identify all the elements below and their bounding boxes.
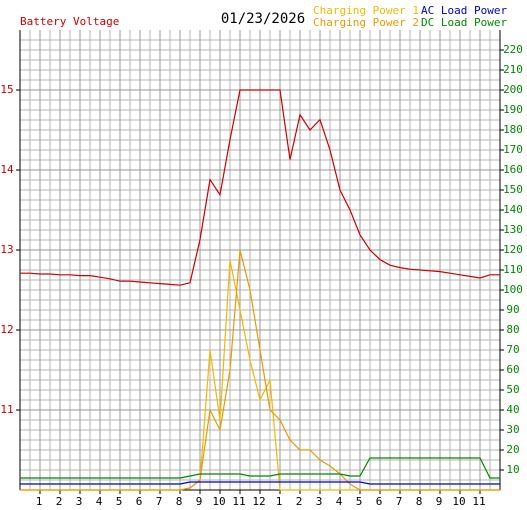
x-tick-label: 1 — [276, 495, 283, 508]
x-tick-label: 8 — [176, 495, 183, 508]
y2-tick-label: 70 — [506, 343, 519, 356]
x-tick-label: 6 — [376, 495, 383, 508]
y2-tick-label: 140 — [503, 203, 523, 216]
x-tick-label: 9 — [196, 495, 203, 508]
y-tick-label: 11 — [0, 403, 13, 416]
x-tick-label: 8 — [416, 495, 423, 508]
y-tick-label: 13 — [0, 243, 13, 256]
x-tick-label: 3 — [316, 495, 323, 508]
x-tick-label: 11 — [232, 495, 245, 508]
x-tick-label: 11 — [472, 495, 485, 508]
y-tick-label: 15 — [0, 83, 13, 96]
y2-tick-label: 10 — [506, 463, 519, 476]
y-tick-label: 14 — [0, 163, 14, 176]
x-tick-label: 7 — [156, 495, 163, 508]
series-line — [20, 457, 500, 479]
x-tick-label: 2 — [56, 495, 63, 508]
series-line — [20, 481, 500, 485]
x-tick-label: 2 — [296, 495, 303, 508]
legend-entry: AC Load Power — [421, 4, 507, 17]
y2-tick-label: 150 — [503, 183, 523, 196]
y2-tick-label: 220 — [503, 43, 523, 56]
y2-tick-label: 170 — [503, 143, 523, 156]
y2-tick-label: 120 — [503, 243, 523, 256]
legend-entry: Charging Power 1 — [313, 4, 419, 17]
x-tick-label: 5 — [356, 495, 363, 508]
y2-tick-label: 30 — [506, 423, 519, 436]
x-tick-label: 10 — [452, 495, 465, 508]
x-tick-label: 4 — [336, 495, 343, 508]
x-tick-label: 7 — [396, 495, 403, 508]
series-line — [20, 249, 500, 491]
y2-tick-label: 110 — [503, 263, 523, 276]
y2-tick-label: 80 — [506, 323, 519, 336]
y2-tick-label: 20 — [506, 443, 519, 456]
series-line — [20, 89, 500, 286]
y2-tick-label: 210 — [503, 63, 523, 76]
y2-tick-label: 190 — [503, 103, 523, 116]
y2-tick-label: 40 — [506, 403, 519, 416]
legend-entry: DC Load Power — [421, 16, 507, 29]
x-tick-label: 12 — [252, 495, 265, 508]
y2-tick-label: 130 — [503, 223, 523, 236]
x-tick-label: 6 — [136, 495, 143, 508]
y2-tick-label: 100 — [503, 283, 523, 296]
y2-tick-label: 200 — [503, 83, 523, 96]
y2-tick-label: 60 — [506, 363, 519, 376]
x-tick-label: 9 — [436, 495, 443, 508]
legend-entry: Battery Voltage — [20, 15, 119, 28]
y2-tick-label: 50 — [506, 383, 519, 396]
y-tick-label: 12 — [0, 323, 13, 336]
x-tick-label: 5 — [116, 495, 123, 508]
y2-tick-label: 160 — [503, 163, 523, 176]
x-tick-label: 4 — [96, 495, 103, 508]
y2-tick-label: 90 — [506, 303, 519, 316]
y2-tick-label: 180 — [503, 123, 523, 136]
x-tick-label: 3 — [76, 495, 83, 508]
x-tick-label: 1 — [36, 495, 43, 508]
chart-title: 01/23/2026 — [221, 11, 305, 27]
x-tick-label: 10 — [212, 495, 225, 508]
legend-entry: Charging Power 2 — [313, 16, 419, 29]
